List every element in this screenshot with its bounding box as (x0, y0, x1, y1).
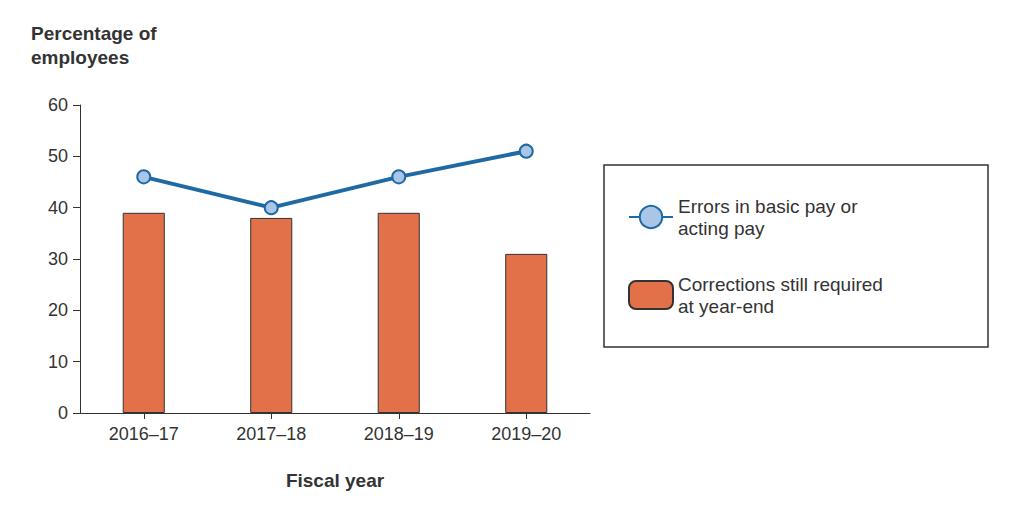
svg-text:40: 40 (48, 198, 68, 218)
svg-text:20: 20 (48, 300, 68, 320)
svg-text:30: 30 (48, 249, 68, 269)
svg-text:50: 50 (48, 146, 68, 166)
svg-text:2016–17: 2016–17 (109, 424, 179, 444)
svg-text:Corrections still required: Corrections still required (678, 274, 888, 295)
svg-text:Errors in basic pay or: Errors in basic pay or (678, 196, 863, 217)
svg-text:Percentage of: Percentage of (31, 23, 162, 44)
svg-text:Fiscal year: Fiscal year (286, 470, 385, 491)
svg-text:at year-end: at year-end (678, 296, 774, 317)
svg-text:10: 10 (48, 352, 68, 372)
svg-text:employees: employees (31, 47, 129, 68)
svg-text:60: 60 (48, 95, 68, 115)
svg-text:acting pay: acting pay (678, 218, 765, 239)
svg-text:2018–19: 2018–19 (364, 424, 434, 444)
svg-text:2017–18: 2017–18 (236, 424, 306, 444)
svg-text:2019–20: 2019–20 (491, 424, 561, 444)
svg-text:0: 0 (58, 403, 68, 423)
